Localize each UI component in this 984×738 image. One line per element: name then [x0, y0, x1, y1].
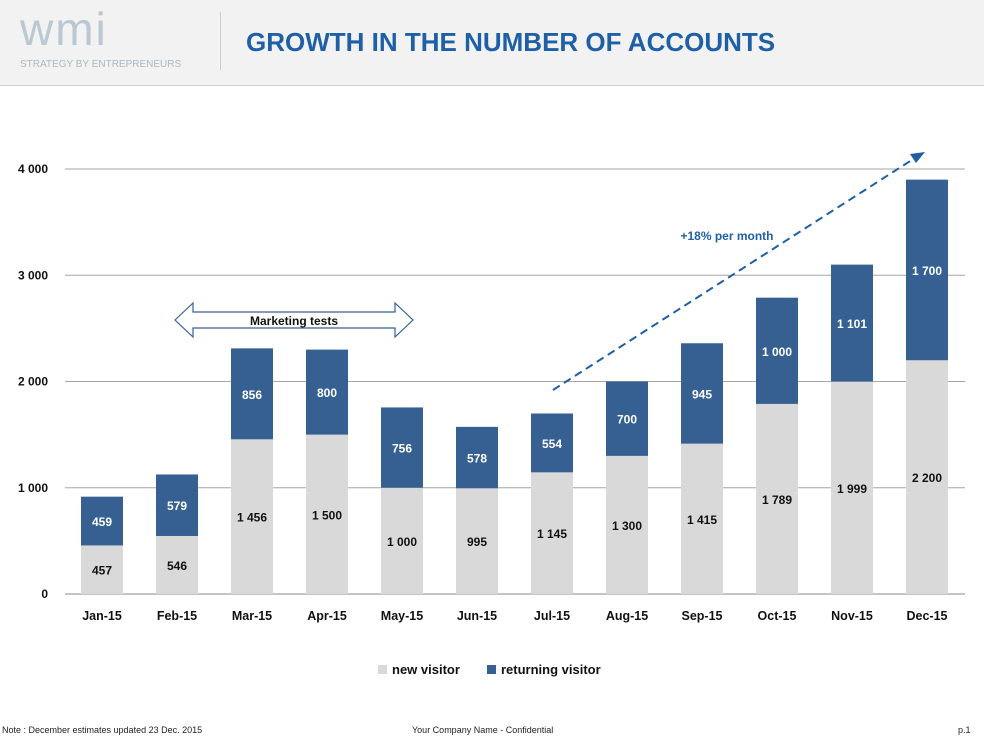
data-label-new: 1 999	[837, 482, 867, 496]
header: wmi STRATEGY BY ENTREPRENEURS GROWTH IN …	[0, 0, 984, 86]
data-label-new: 1 300	[612, 519, 642, 533]
bar-returning-visitor	[306, 349, 348, 435]
bar-returning-visitor	[606, 381, 648, 456]
bar-new-visitor	[381, 487, 423, 594]
data-label-new: 1 145	[537, 527, 567, 541]
bar-returning-visitor	[756, 297, 798, 404]
y-tick-label: 0	[41, 587, 48, 601]
bar-returning-visitor	[156, 474, 198, 536]
legend-swatch-returning	[487, 665, 496, 674]
data-label-new: 1 789	[762, 493, 792, 507]
logo: wmi	[20, 3, 108, 55]
trend-arrowhead	[910, 152, 925, 163]
data-label-new: 1 000	[387, 535, 417, 549]
x-tick-label: Jul-15	[534, 609, 570, 623]
x-tick-label: Feb-15	[157, 609, 197, 623]
bar-returning-visitor	[381, 407, 423, 488]
x-tick-label: Sep-15	[682, 609, 723, 623]
y-tick-label: 3 000	[18, 268, 48, 282]
x-tick-label: Mar-15	[232, 609, 272, 623]
bar-returning-visitor	[906, 179, 948, 361]
data-label-returning: 459	[92, 515, 112, 529]
marketing-tests-label: Marketing tests	[250, 314, 338, 328]
bar-new-visitor	[156, 535, 198, 594]
x-tick-label: Aug-15	[606, 609, 648, 623]
x-tick-label: Oct-15	[758, 609, 797, 623]
data-label-returning: 579	[167, 499, 187, 513]
y-tick-label: 1 000	[18, 481, 48, 495]
trend-label: +18% per month	[680, 229, 773, 243]
bar-new-visitor	[606, 455, 648, 594]
bar-new-visitor	[456, 488, 498, 594]
bar-returning-visitor	[831, 264, 873, 382]
y-tick-label: 4 000	[18, 162, 48, 176]
legend-label-new: new visitor	[392, 662, 460, 677]
x-tick-label: Dec-15	[907, 609, 948, 623]
bar-returning-visitor	[231, 348, 273, 440]
data-label-returning: 1 000	[762, 345, 792, 359]
x-tick-label: Apr-15	[307, 609, 347, 623]
x-tick-label: May-15	[381, 609, 423, 623]
data-label-returning: 945	[692, 387, 712, 401]
logo-tagline: STRATEGY BY ENTREPRENEURS	[20, 59, 182, 70]
data-label-new: 995	[467, 535, 487, 549]
data-label-returning: 800	[317, 386, 337, 400]
x-tick-label: Jan-15	[82, 609, 122, 623]
data-label-returning: 1 101	[837, 317, 867, 331]
legend-swatch-new	[378, 665, 387, 674]
bar-returning-visitor	[531, 413, 573, 473]
bar-new-visitor	[306, 434, 348, 594]
y-tick-label: 2 000	[18, 375, 48, 389]
footer-confidential: Your Company Name - Confidential	[412, 725, 554, 735]
data-label-returning: 578	[467, 452, 487, 466]
data-label-returning: 856	[242, 388, 262, 402]
bar-new-visitor	[81, 545, 123, 594]
legend-label-returning: returning visitor	[501, 662, 601, 677]
stacked-bar-chart: 0 1 000 2 000 3 000 4 000 457 459 Jan-15 546 579 F…	[18, 152, 965, 677]
bar-new-visitor	[531, 472, 573, 594]
bar-returning-visitor	[456, 426, 498, 489]
bar-new-visitor	[831, 381, 873, 594]
data-label-new: 546	[167, 559, 187, 573]
legend: new visitor returning visitor	[378, 662, 601, 677]
data-label-new: 1 456	[237, 511, 267, 525]
footer-note: Note : December estimates updated 23 Dec…	[2, 725, 203, 735]
trend-annotation: +18% per month	[552, 152, 925, 391]
bar-new-visitor	[756, 403, 798, 594]
marketing-tests-annotation: Marketing tests	[174, 301, 414, 339]
page-number: p.1	[958, 725, 971, 735]
bar-new-visitor	[231, 439, 273, 594]
bar-new-visitor	[906, 360, 948, 594]
bar-new-visitor	[681, 443, 723, 594]
bar-returning-visitor	[681, 343, 723, 444]
data-label-new: 2 200	[912, 471, 942, 485]
data-label-new: 1 415	[687, 513, 717, 527]
data-label-returning: 554	[542, 437, 562, 451]
bar-returning-visitor	[81, 496, 123, 546]
data-label-new: 1 500	[312, 508, 342, 522]
header-divider	[220, 12, 221, 70]
x-tick-label: Jun-15	[457, 609, 497, 623]
data-label-returning: 1 700	[912, 264, 942, 278]
page-title: GROWTH IN THE NUMBER OF ACCOUNTS	[246, 27, 776, 57]
x-tick-label: Nov-15	[831, 609, 873, 623]
data-label-returning: 756	[392, 442, 412, 456]
data-label-returning: 700	[617, 413, 637, 427]
data-label-new: 457	[92, 564, 112, 578]
trend-arrow-line	[552, 155, 919, 391]
